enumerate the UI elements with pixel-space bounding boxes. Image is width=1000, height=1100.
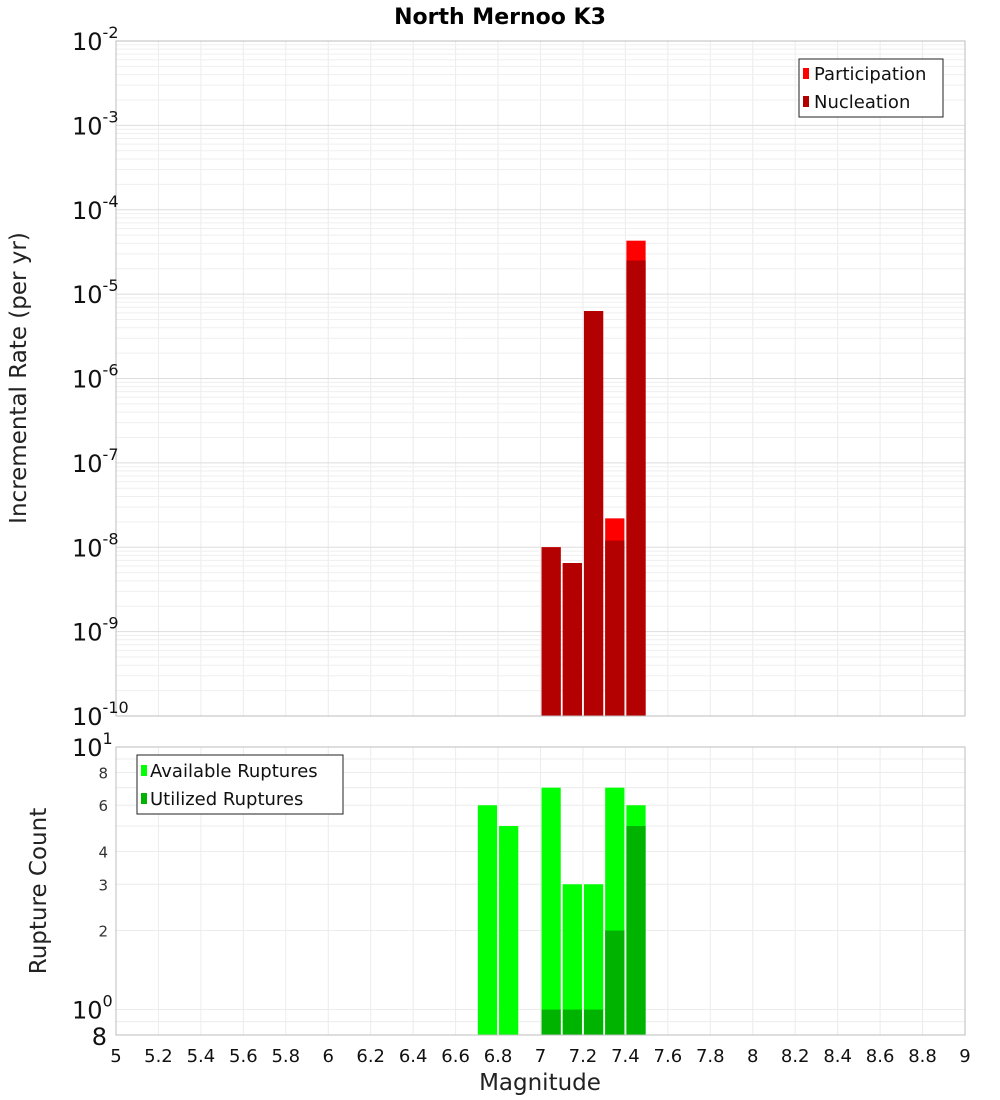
x-tick-label: 8.4 — [823, 1046, 852, 1067]
top-y-axis-label: Incremental Rate (per yr) — [6, 232, 32, 524]
bottom-bar-available-ruptures — [477, 805, 498, 1035]
x-tick-label: 7.6 — [654, 1046, 683, 1067]
bottom-y-tick-label: 4 — [98, 843, 108, 861]
x-tick-label: 5.8 — [271, 1046, 300, 1067]
top-y-tick-label: 10-2 — [72, 23, 119, 56]
x-tick-label: 8.8 — [908, 1046, 937, 1067]
legend-label-available: Available Ruptures — [150, 761, 318, 782]
bottom-bars — [477, 787, 646, 1035]
bottom-y-major-label: 101 — [72, 729, 113, 762]
bottom-bar-utilized-ruptures — [605, 930, 625, 1035]
bottom-y-major-label: 100 — [72, 992, 113, 1025]
x-tick-label: 5.6 — [229, 1046, 258, 1067]
bottom-bar-available-ruptures — [562, 884, 582, 1035]
top-bar-nucleation — [626, 260, 646, 716]
top-y-tick-label: 10-9 — [72, 614, 119, 647]
top-legend-box — [798, 58, 944, 118]
legend-swatch-participation — [803, 68, 809, 79]
x-tick-label: 7.8 — [696, 1046, 725, 1067]
bottom-bar-utilized-ruptures — [562, 1009, 582, 1035]
x-tick-label: 7.2 — [569, 1046, 598, 1067]
x-tick-label: 6.6 — [441, 1046, 470, 1067]
bottom-bar-utilized-ruptures — [583, 1009, 604, 1035]
x-tick-label: 8 — [747, 1046, 758, 1067]
top-plot-frame — [115, 40, 966, 717]
legend-swatch-nucleation — [803, 96, 809, 107]
legend-label-nucleation: Nucleation — [814, 92, 910, 113]
bottom-bar-utilized-ruptures — [541, 1009, 561, 1035]
x-tick-label: 9 — [959, 1046, 970, 1067]
x-tick-label: 6.2 — [356, 1046, 385, 1067]
legend-swatch-utilized — [141, 793, 147, 804]
bottom-bar-available-ruptures — [541, 787, 561, 1035]
top-bar-nucleation — [583, 311, 604, 716]
top-bar-nucleation — [605, 540, 625, 716]
bottom-legend: Available Ruptures Utilized Ruptures — [136, 754, 344, 815]
x-axis-label: Magnitude — [479, 1070, 601, 1096]
top-y-tick-label: 10-5 — [72, 276, 119, 309]
x-tick-labels: 5 5.2 5.4 5.6 5.8 6 6.2 6.4 6.6 6.8 7 7.2 7.4 7.6 7.8 8… — [110, 1046, 970, 1067]
top-bar-nucleation — [562, 563, 582, 716]
x-tick-label: 7.4 — [611, 1046, 640, 1067]
bottom-plot-frame — [115, 746, 966, 1036]
top-y-tick-label: 10-6 — [72, 361, 119, 394]
top-y-tick-label: 10-3 — [72, 107, 119, 140]
top-y-tick-label: 10-7 — [72, 445, 119, 478]
x-tick-label: 5 — [110, 1046, 121, 1067]
bottom-legend-box — [136, 754, 344, 815]
bottom-y-min-label: 8 — [92, 1023, 107, 1051]
x-tick-label: 6.8 — [484, 1046, 513, 1067]
top-bar-nucleation — [541, 547, 561, 716]
x-tick-label: 6.4 — [399, 1046, 428, 1067]
top-panel: 10-2 10-3 10-4 10-5 10-6 10-7 10-8 10-9 10-10 In… — [6, 23, 966, 731]
bottom-y-tick-label: 6 — [98, 797, 108, 815]
top-y-tick-labels: 10-2 10-3 10-4 10-5 10-6 10-7 10-8 10-9 10-10 — [72, 23, 129, 731]
bottom-y-axis-label: Rupture Count — [26, 808, 52, 974]
x-tick-label: 8.2 — [781, 1046, 810, 1067]
x-tick-label: 5.4 — [187, 1046, 216, 1067]
bottom-bar-available-ruptures — [583, 884, 604, 1035]
bottom-bar-available-ruptures — [499, 826, 519, 1035]
legend-label-utilized: Utilized Ruptures — [150, 789, 303, 810]
legend-swatch-available — [141, 765, 147, 776]
bottom-y-tick-label: 3 — [98, 876, 108, 894]
x-tick-label: 7 — [535, 1046, 546, 1067]
top-bars — [541, 240, 646, 717]
bottom-y-tick-label: 8 — [98, 764, 108, 782]
top-gridlines — [115, 41, 966, 717]
top-y-tick-label: 10-10 — [72, 698, 129, 731]
legend-label-participation: Participation — [814, 64, 926, 85]
x-tick-label: 6 — [323, 1046, 334, 1067]
bottom-y-tick-label: 2 — [98, 923, 108, 941]
x-tick-label: 5.2 — [144, 1046, 173, 1067]
chart-title: North Mernoo K3 — [394, 5, 606, 30]
top-y-tick-label: 10-8 — [72, 529, 119, 562]
x-tick-label: 8.6 — [866, 1046, 895, 1067]
top-legend: Participation Nucleation — [798, 58, 944, 118]
bottom-bar-utilized-ruptures — [626, 826, 646, 1035]
top-y-tick-label: 10-4 — [72, 192, 119, 225]
